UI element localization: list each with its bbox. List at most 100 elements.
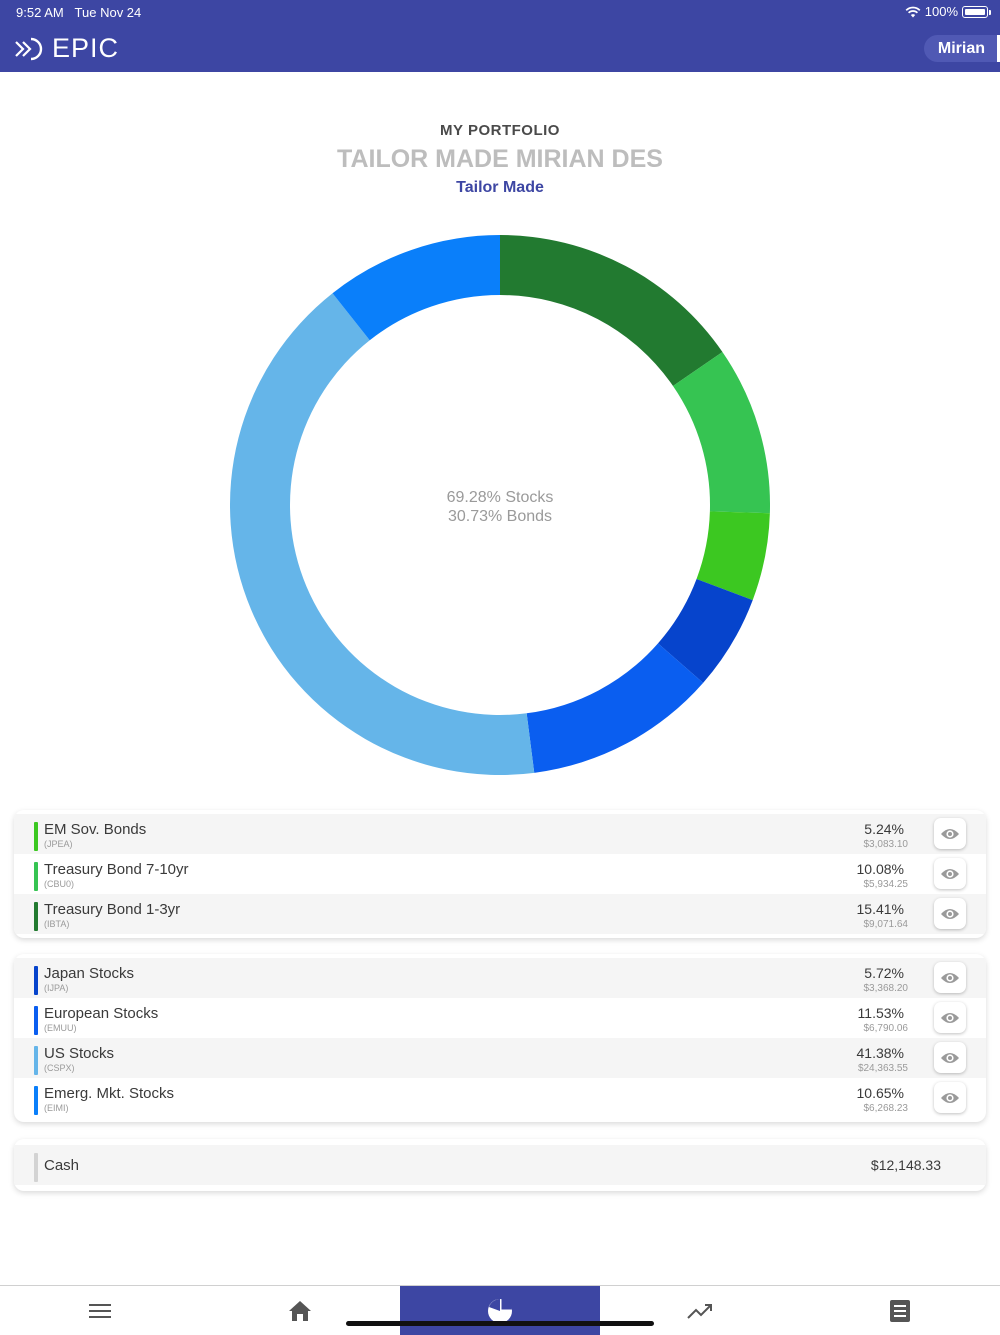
battery-icon (962, 5, 991, 18)
view-details-button[interactable] (934, 898, 966, 929)
holding-amount: $5,934.25 (863, 879, 909, 890)
bonds-card: EM Sov. Bonds (JPEA) 5.24% $3,083.10 Treasur… (14, 810, 986, 938)
holding-row: Treasury Bond 1-3yr (IBTA) 15.41% $9,071.64 (14, 894, 986, 934)
portfolio-name: TAILOR MADE MIRIAN DES (337, 145, 663, 173)
news-icon (890, 1299, 910, 1322)
donut-slice-2 (696, 511, 770, 601)
pie-chart-icon (488, 1297, 512, 1323)
holding-percent: 11.53% (857, 1005, 904, 1021)
holding-name: Emerg. Mkt. Stocks (44, 1085, 175, 1102)
epic-logo-icon (15, 37, 43, 60)
donut-slice-1 (673, 351, 770, 514)
logo-text: EPIC (52, 33, 120, 63)
holding-percent: 10.65% (856, 1085, 904, 1101)
nav-menu[interactable] (0, 1286, 200, 1335)
holding-row: US Stocks (CSPX) 41.38% $24,363.55 (14, 1038, 986, 1078)
cash-label: Cash (44, 1157, 80, 1174)
nav-home[interactable] (200, 1286, 400, 1335)
view-details-button[interactable] (934, 858, 966, 889)
cash-color-bar (34, 1153, 38, 1182)
holding-percent: 10.08% (856, 861, 904, 877)
donut-slice-6 (332, 235, 500, 341)
holding-row: European Stocks (EMUU) 11.53% $6,790.06 (14, 998, 986, 1038)
user-button[interactable]: Mirian (923, 35, 1000, 62)
eye-icon (941, 868, 959, 879)
holding-row: Emerg. Mkt. Stocks (EIMI) 10.65% $6,268.23 (14, 1078, 986, 1118)
nav-portfolio[interactable] (400, 1286, 600, 1335)
donut-slice-3 (657, 578, 753, 683)
eye-icon (941, 1052, 959, 1063)
holding-ticker: (JPEA) (44, 839, 73, 849)
holding-color-bar (34, 902, 38, 931)
donut-slice-0 (500, 235, 723, 386)
eye-icon (941, 972, 959, 983)
holding-amount: $3,368.20 (863, 983, 909, 994)
holding-amount: $24,363.55 (857, 1063, 908, 1074)
holding-color-bar (34, 1046, 38, 1075)
holding-percent: 41.38% (856, 1045, 904, 1061)
bonds-share: 30.73% Bonds (447, 508, 553, 525)
donut-slice-4 (526, 643, 704, 773)
view-details-button[interactable] (934, 818, 966, 849)
nav-news[interactable] (800, 1286, 1000, 1335)
donut-slice-5 (230, 293, 535, 775)
eye-icon (941, 828, 959, 839)
holding-percent: 5.72% (864, 965, 904, 981)
holding-name: Japan Stocks (44, 965, 135, 982)
holding-amount: $6,790.06 (863, 1023, 909, 1034)
holding-color-bar (34, 966, 38, 995)
holding-ticker: (IBTA) (44, 919, 70, 929)
wifi-icon (905, 6, 921, 17)
holding-ticker: (EIMI) (44, 1103, 69, 1113)
home-icon (289, 1300, 311, 1321)
holding-amount: $3,083.10 (863, 839, 909, 850)
bottom-nav (0, 1285, 1000, 1335)
cash-amount: $12,148.33 (870, 1157, 941, 1173)
holding-row: Japan Stocks (IJPA) 5.72% $3,368.20 (14, 958, 986, 998)
holding-percent: 15.41% (856, 901, 904, 917)
holding-percent: 5.24% (864, 821, 904, 837)
view-details-button[interactable] (934, 1082, 966, 1113)
eye-icon (941, 908, 959, 919)
holding-name: EM Sov. Bonds (44, 821, 147, 838)
trending-up-icon (687, 1303, 712, 1319)
stocks-card: Japan Stocks (IJPA) 5.72% $3,368.20 European… (14, 954, 986, 1122)
eye-icon (941, 1012, 959, 1023)
battery-percent: 100% (924, 4, 958, 19)
holding-color-bar (34, 1006, 38, 1035)
view-details-button[interactable] (934, 1002, 966, 1033)
cash-card: Cash $12,148.33 (14, 1139, 986, 1191)
holding-amount: $6,268.23 (863, 1103, 909, 1114)
holding-row: EM Sov. Bonds (JPEA) 5.24% $3,083.10 (14, 814, 986, 854)
holding-amount: $9,071.64 (863, 919, 909, 930)
holding-name: Treasury Bond 1-3yr (44, 901, 181, 918)
holding-ticker: (EMUU) (44, 1023, 77, 1033)
holding-color-bar (34, 1086, 38, 1115)
holding-row: Treasury Bond 7-10yr (CBU0) 10.08% $5,934.2… (14, 854, 986, 894)
allocation-donut-chart (230, 235, 770, 775)
home-indicator (346, 1321, 654, 1326)
status-time: 9:52 AM Tue Nov 24 (16, 5, 142, 20)
eye-icon (941, 1092, 959, 1103)
view-details-button[interactable] (934, 1042, 966, 1073)
status-indicators: 100% (905, 4, 991, 19)
holding-name: Treasury Bond 7-10yr (44, 861, 189, 878)
holding-name: US Stocks (44, 1045, 115, 1062)
holding-color-bar (34, 862, 38, 891)
menu-icon (89, 1303, 111, 1318)
portfolio-type: Tailor Made (456, 179, 544, 196)
holding-ticker: (CSPX) (44, 1063, 75, 1073)
top-bar: 9:52 AM Tue Nov 24 100% EPIC Mirian (0, 0, 1000, 72)
portfolio-header: MY PORTFOLIO TAILOR MADE MIRIAN DES Tail… (0, 122, 1000, 197)
donut-center-label: 69.28% Stocks 30.73% Bonds (350, 488, 650, 526)
nav-performance[interactable] (600, 1286, 800, 1335)
epic-logo: EPIC (14, 33, 119, 64)
view-details-button[interactable] (934, 962, 966, 993)
holding-name: European Stocks (44, 1005, 159, 1022)
section-title: MY PORTFOLIO (440, 122, 560, 139)
cash-row: Cash $12,148.33 (14, 1145, 986, 1185)
holding-ticker: (CBU0) (44, 879, 75, 889)
stocks-share: 69.28% Stocks (446, 489, 554, 506)
holding-ticker: (IJPA) (44, 983, 69, 993)
holding-color-bar (34, 822, 38, 851)
